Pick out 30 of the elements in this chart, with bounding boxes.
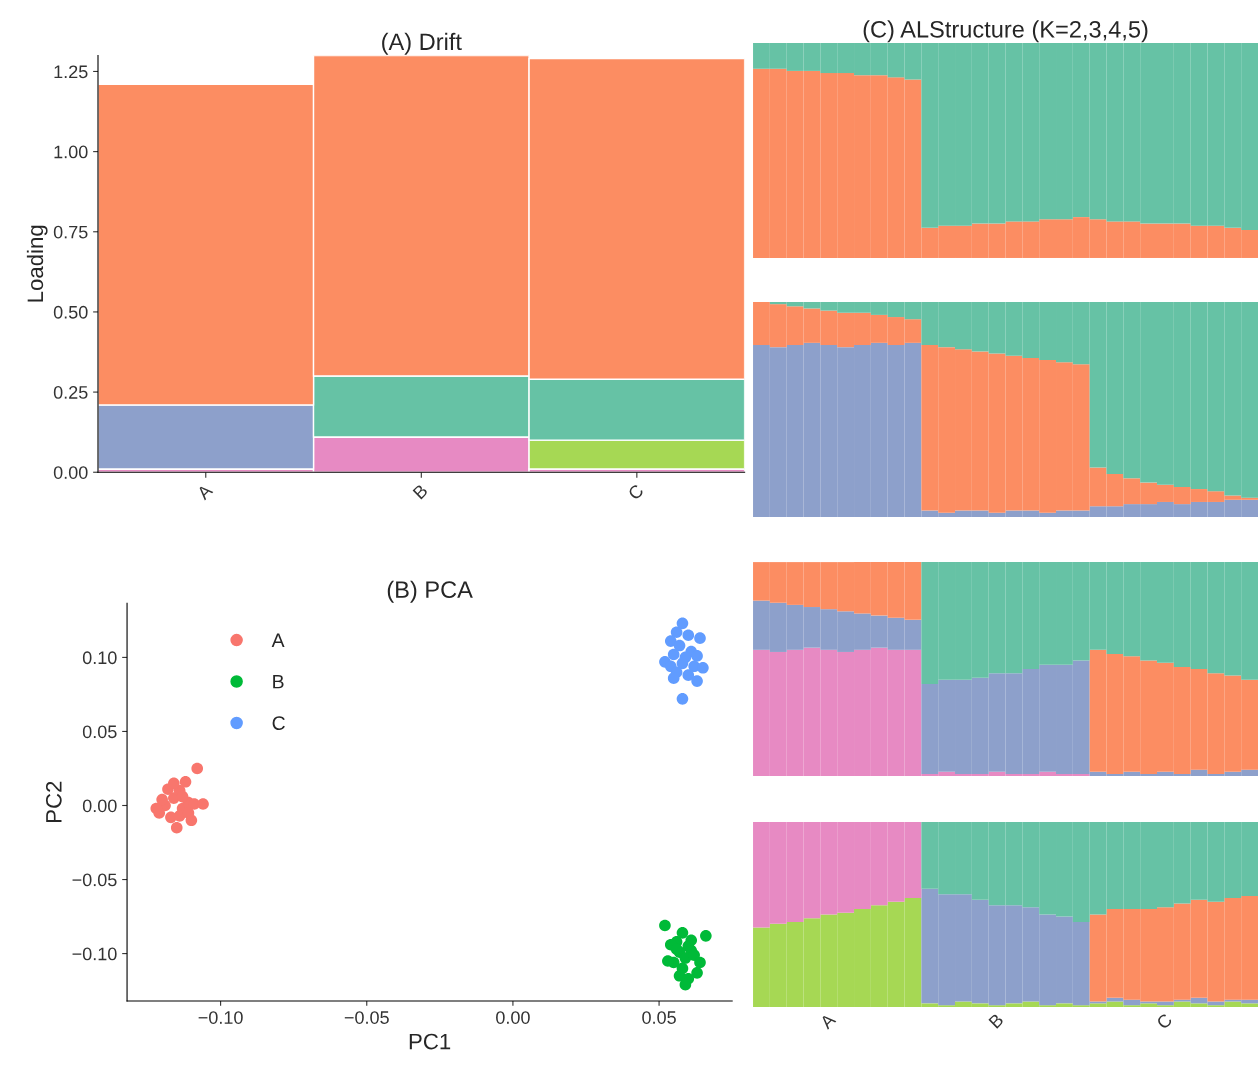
- x-tick-label: A: [196, 483, 214, 501]
- y-tick-label: −0.10: [72, 947, 117, 961]
- y-tick-label: 0.00: [53, 466, 88, 479]
- y-tick-label: 1.25: [54, 65, 88, 79]
- y-tick-label: 0.10: [82, 651, 117, 665]
- y-axis-title: Loading: [26, 225, 48, 302]
- y-tick-label: 0.25: [53, 386, 88, 399]
- x-tick-label: C: [627, 483, 645, 501]
- x-tick-label: 0.05: [642, 1011, 676, 1024]
- chart-title: (A) Drift: [382, 32, 462, 55]
- y-tick-label: −0.05: [72, 873, 117, 887]
- x-tick-label: 0.00: [496, 1011, 530, 1024]
- y-tick-label: 0.05: [82, 725, 117, 739]
- legend-label: A: [271, 633, 285, 647]
- y-tick-label: 0.75: [53, 225, 88, 239]
- x-tick-label: C: [1155, 1012, 1173, 1030]
- x-tick-label: A: [819, 1012, 837, 1030]
- x-tick-label: −0.10: [198, 1011, 243, 1024]
- y-axis-title: PC2: [45, 781, 62, 822]
- legend-label: B: [273, 674, 284, 689]
- x-tick-label: −0.05: [344, 1011, 389, 1024]
- y-tick-label: 0.50: [53, 305, 88, 319]
- y-tick-label: 1.00: [54, 145, 88, 159]
- chart-title: (C) ALStructure (K=2,3,4,5): [863, 20, 1148, 43]
- y-tick-label: 0.00: [82, 799, 117, 813]
- x-tick-label: B: [988, 1013, 1004, 1029]
- legend-label: C: [272, 716, 285, 730]
- chart-title: (B) PCA: [387, 580, 473, 603]
- x-tick-label: B: [412, 483, 429, 500]
- x-axis-title: PC1: [409, 1033, 451, 1050]
